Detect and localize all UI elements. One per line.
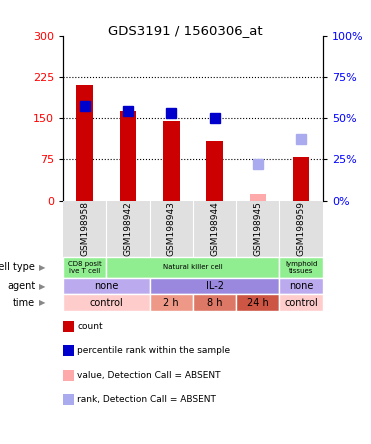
Bar bbox=[193, 294, 236, 311]
Bar bbox=[76, 85, 93, 201]
Bar bbox=[63, 278, 150, 294]
Text: GSM198958: GSM198958 bbox=[80, 201, 89, 256]
Text: ▶: ▶ bbox=[39, 298, 46, 307]
Bar bbox=[250, 194, 266, 201]
Text: Natural killer cell: Natural killer cell bbox=[163, 264, 223, 270]
Text: ▶: ▶ bbox=[39, 281, 46, 290]
Bar bbox=[279, 278, 323, 294]
Bar bbox=[120, 111, 136, 201]
Text: 2 h: 2 h bbox=[164, 297, 179, 308]
Bar bbox=[63, 294, 150, 311]
Text: value, Detection Call = ABSENT: value, Detection Call = ABSENT bbox=[77, 371, 221, 380]
Text: none: none bbox=[94, 281, 119, 291]
Text: IL-2: IL-2 bbox=[206, 281, 224, 291]
Text: 8 h: 8 h bbox=[207, 297, 222, 308]
Text: count: count bbox=[77, 322, 103, 331]
Text: GSM198944: GSM198944 bbox=[210, 201, 219, 256]
Bar bbox=[279, 257, 323, 278]
Text: GDS3191 / 1560306_at: GDS3191 / 1560306_at bbox=[108, 24, 263, 37]
Text: GSM198942: GSM198942 bbox=[124, 201, 132, 256]
Text: lymphoid
tissues: lymphoid tissues bbox=[285, 261, 317, 274]
Bar bbox=[106, 257, 279, 278]
Bar bbox=[293, 157, 309, 201]
Text: none: none bbox=[289, 281, 313, 291]
Bar bbox=[150, 294, 193, 311]
Text: CD8 posit
ive T cell: CD8 posit ive T cell bbox=[68, 261, 102, 274]
Bar bbox=[63, 257, 106, 278]
Text: GSM198945: GSM198945 bbox=[253, 201, 262, 256]
Bar bbox=[206, 141, 223, 201]
Text: GSM198959: GSM198959 bbox=[297, 201, 306, 256]
Text: agent: agent bbox=[7, 281, 35, 291]
Text: rank, Detection Call = ABSENT: rank, Detection Call = ABSENT bbox=[77, 395, 216, 404]
Bar bbox=[150, 278, 279, 294]
Text: time: time bbox=[13, 297, 35, 308]
Bar bbox=[279, 294, 323, 311]
Text: GSM198943: GSM198943 bbox=[167, 201, 176, 256]
Text: ▶: ▶ bbox=[39, 263, 46, 272]
Text: percentile rank within the sample: percentile rank within the sample bbox=[77, 346, 230, 355]
Bar bbox=[236, 294, 279, 311]
Bar bbox=[163, 121, 180, 201]
Text: control: control bbox=[284, 297, 318, 308]
Text: cell type: cell type bbox=[0, 262, 35, 272]
Text: 24 h: 24 h bbox=[247, 297, 269, 308]
Text: control: control bbox=[89, 297, 123, 308]
